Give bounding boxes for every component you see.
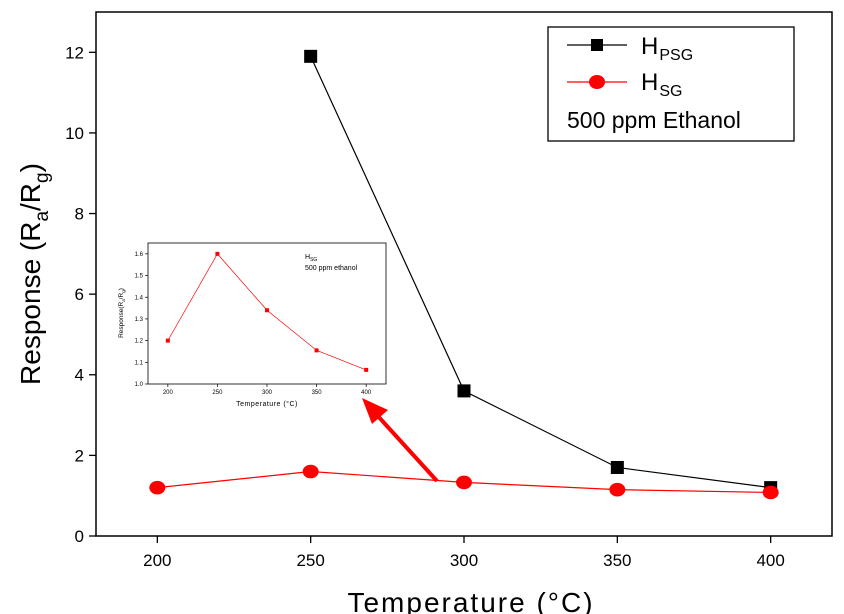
main-series-line-0 <box>310 56 771 489</box>
inset-y-tick-label: 1.2 <box>135 339 144 345</box>
legend-marker-hsg <box>589 75 605 89</box>
inset-pointer-arrow <box>362 398 439 483</box>
inset-data-point <box>265 308 269 313</box>
inset-data-point <box>215 251 220 256</box>
inset-annotation-series: HSG <box>305 254 317 263</box>
inset-annotation-note: 500 ppm ethanol <box>305 265 358 272</box>
main-x-tick-label: 350 <box>603 551 631 570</box>
inset-x-tick-label: 350 <box>312 390 323 396</box>
inset-y-tick-label: 1.0 <box>135 382 144 388</box>
inset-plot: 200 250 300 350 400 1.0 1.1 1.2 1.3 1.4 1.5 1.6 Tem… <box>118 242 387 408</box>
inset-x-tick-label: 250 <box>212 390 223 396</box>
inset-y-axis-label: Response(Ra/Rg) <box>118 288 126 338</box>
legend-label-hsg: HSG <box>641 69 682 100</box>
main-y-tick-label: 10 <box>65 124 84 143</box>
main-x-tick-label: 400 <box>756 551 784 570</box>
inset-y-tick-label: 1.1 <box>135 360 144 366</box>
inset-plot-frame <box>147 242 387 385</box>
inset-y-tick-label: 1.4 <box>135 295 144 301</box>
main-data-point <box>609 482 626 497</box>
main-data-point <box>457 384 471 398</box>
inset-x-tick-label: 400 <box>361 390 372 396</box>
main-data-point <box>304 49 318 63</box>
inset-data-point <box>364 367 369 372</box>
inset-data-point <box>165 338 170 343</box>
legend-label-hpsg: HPSG <box>641 33 693 64</box>
main-x-tick-label: 300 <box>450 551 478 570</box>
inset-y-tick-label: 1.5 <box>135 274 144 280</box>
main-y-axis-label: Response (Ra/Rg) <box>15 163 53 385</box>
main-y-tick-label: 8 <box>75 204 84 223</box>
legend-box <box>547 26 795 142</box>
main-data-point <box>302 464 319 479</box>
inset-x-tick-label: 300 <box>262 390 273 396</box>
main-y-tick-label: 2 <box>75 446 84 465</box>
main-x-tick-label: 250 <box>296 551 324 570</box>
main-data-point <box>456 475 472 490</box>
main-y-tick-label: 0 <box>75 527 84 546</box>
inset-y-tick-label: 1.3 <box>135 317 144 323</box>
main-x-axis-label: Temperature (°C) <box>347 587 594 614</box>
main-y-tick-label: 6 <box>75 285 84 304</box>
main-x-tick-label: 200 <box>143 551 171 570</box>
inset-y-tick-label: 1.6 <box>135 252 144 258</box>
inset-x-axis-label: Temperature (°C) <box>236 400 298 408</box>
main-data-point <box>762 485 779 500</box>
inset-data-point <box>314 348 319 353</box>
main-y-tick-label: 12 <box>65 43 84 62</box>
main-data-point <box>149 480 166 495</box>
legend-marker-hpsg <box>591 39 603 51</box>
main-data-point <box>610 460 624 474</box>
inset-x-tick-label: 200 <box>163 390 174 396</box>
legend-note: 500 ppm Ethanol <box>567 107 741 133</box>
main-y-tick-label: 4 <box>75 366 84 385</box>
legend: HPSG HSG 500 ppm Ethanol <box>547 26 795 142</box>
